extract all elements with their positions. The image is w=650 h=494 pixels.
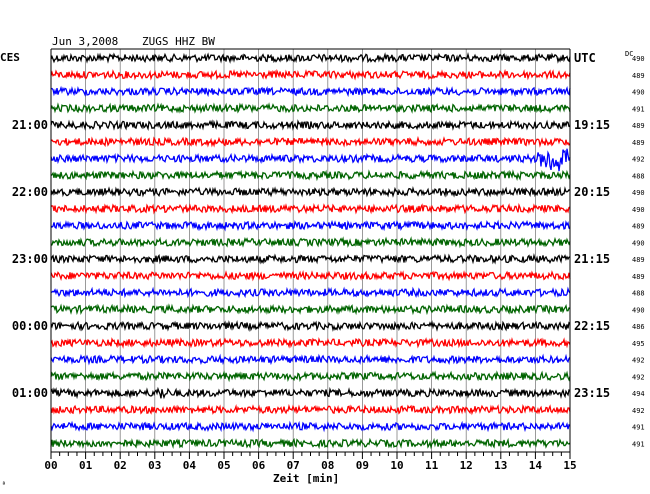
trace-line-16: [50, 320, 571, 333]
trace-line-6: [50, 148, 571, 172]
grid-layer: [85, 49, 536, 452]
x-tick-label: 03: [148, 459, 161, 472]
header-station: ZUGS HHZ BW: [142, 35, 215, 48]
left-time-label: 21:00: [12, 118, 48, 132]
x-tick-label: 08: [321, 459, 334, 472]
right-time-label: 23:15: [574, 386, 610, 400]
x-tick-label: 10: [390, 459, 403, 472]
dc-offset-label: 490: [632, 55, 645, 63]
trace-line-19: [50, 370, 571, 383]
trace-line-22: [50, 420, 571, 433]
dc-offset-label: 489: [632, 122, 645, 130]
right-time-label: 19:15: [574, 118, 610, 132]
left-time-label: 23:00: [12, 252, 48, 266]
x-tick-label: 02: [114, 459, 127, 472]
dc-offset-label: 490: [632, 306, 645, 314]
trace-line-18: [50, 353, 571, 366]
trace-line-2: [50, 85, 571, 98]
dc-offset-label: 491: [632, 424, 645, 432]
trace-line-0: [50, 52, 571, 64]
trace-line-1: [50, 68, 571, 81]
dc-offset-label: 491: [632, 440, 645, 448]
x-tick-label: 07: [287, 459, 300, 472]
dc-offset-label: 488: [632, 290, 645, 298]
dc-offset-label: 490: [632, 89, 645, 97]
dc-offset-label: 492: [632, 156, 645, 164]
dc-offset-label: 489: [632, 139, 645, 147]
dc-offset-label: 486: [632, 323, 645, 331]
dc-offset-label: 495: [632, 340, 645, 348]
left-time-label: 00:00: [12, 319, 48, 333]
header-date: Jun 3,2008: [52, 35, 118, 48]
x-tick-label: 01: [79, 459, 93, 472]
left-timezone-label: CES: [0, 51, 20, 64]
dc-offset-label: 492: [632, 357, 645, 365]
trace-line-9: [50, 202, 571, 215]
dc-offset-label: 488: [632, 172, 645, 180]
trace-line-12: [50, 253, 571, 265]
dc-offset-label: 490: [632, 239, 645, 247]
right-time-label: 20:15: [574, 185, 610, 199]
trace-line-15: [50, 303, 571, 316]
trace-line-7: [50, 169, 571, 182]
trace-line-3: [50, 102, 571, 115]
x-tick-label: 12: [460, 459, 473, 472]
dc-offset-label: 489: [632, 72, 645, 80]
dc-offset-label: 490: [632, 189, 645, 197]
trace-line-8: [50, 185, 571, 198]
x-tick-label: 09: [356, 459, 369, 472]
dc-offset-label: 489: [632, 223, 645, 231]
dc-offset-label: 491: [632, 105, 645, 113]
x-tick-label: 00: [44, 459, 57, 472]
x-tick-label: 14: [529, 459, 543, 472]
left-time-label: 22:00: [12, 185, 48, 199]
axis-layer: 00 01 02 03 04 05 06 07 08 09 10 11 12 13 14 15 490 489 49…: [12, 48, 645, 472]
corner-mark: ª: [2, 481, 6, 488]
x-tick-label: 11: [425, 459, 439, 472]
right-time-label: 21:15: [574, 252, 610, 266]
x-axis-title: Zeit [min]: [273, 472, 339, 485]
trace-line-4: [50, 119, 571, 132]
dc-label: DC: [625, 50, 633, 58]
trace-line-23: [50, 437, 571, 450]
dc-offset-label: 489: [632, 273, 645, 281]
x-tick-label: 15: [563, 459, 576, 472]
trace-line-14: [50, 286, 571, 299]
dc-offset-label: 490: [632, 206, 645, 214]
trace-line-21: [50, 403, 571, 416]
x-tick-label: 06: [252, 459, 266, 472]
trace-line-11: [50, 236, 571, 249]
x-tick-label: 04: [183, 459, 197, 472]
dc-offset-label: 494: [632, 390, 645, 398]
trace-line-17: [50, 336, 571, 349]
trace-line-10: [50, 219, 571, 232]
right-time-label: 22:15: [574, 319, 610, 333]
trace-line-20: [50, 386, 571, 400]
left-time-label: 01:00: [12, 386, 48, 400]
trace-line-5: [50, 135, 571, 148]
dc-offset-label: 492: [632, 407, 645, 415]
dc-offset-label: 489: [632, 256, 645, 264]
traces-layer: [50, 52, 571, 450]
x-tick-label: 13: [494, 459, 507, 472]
x-tick-label: 05: [217, 459, 230, 472]
trace-line-13: [50, 270, 571, 282]
right-time-label: UTC: [574, 51, 596, 65]
dc-offset-label: 492: [632, 373, 645, 381]
